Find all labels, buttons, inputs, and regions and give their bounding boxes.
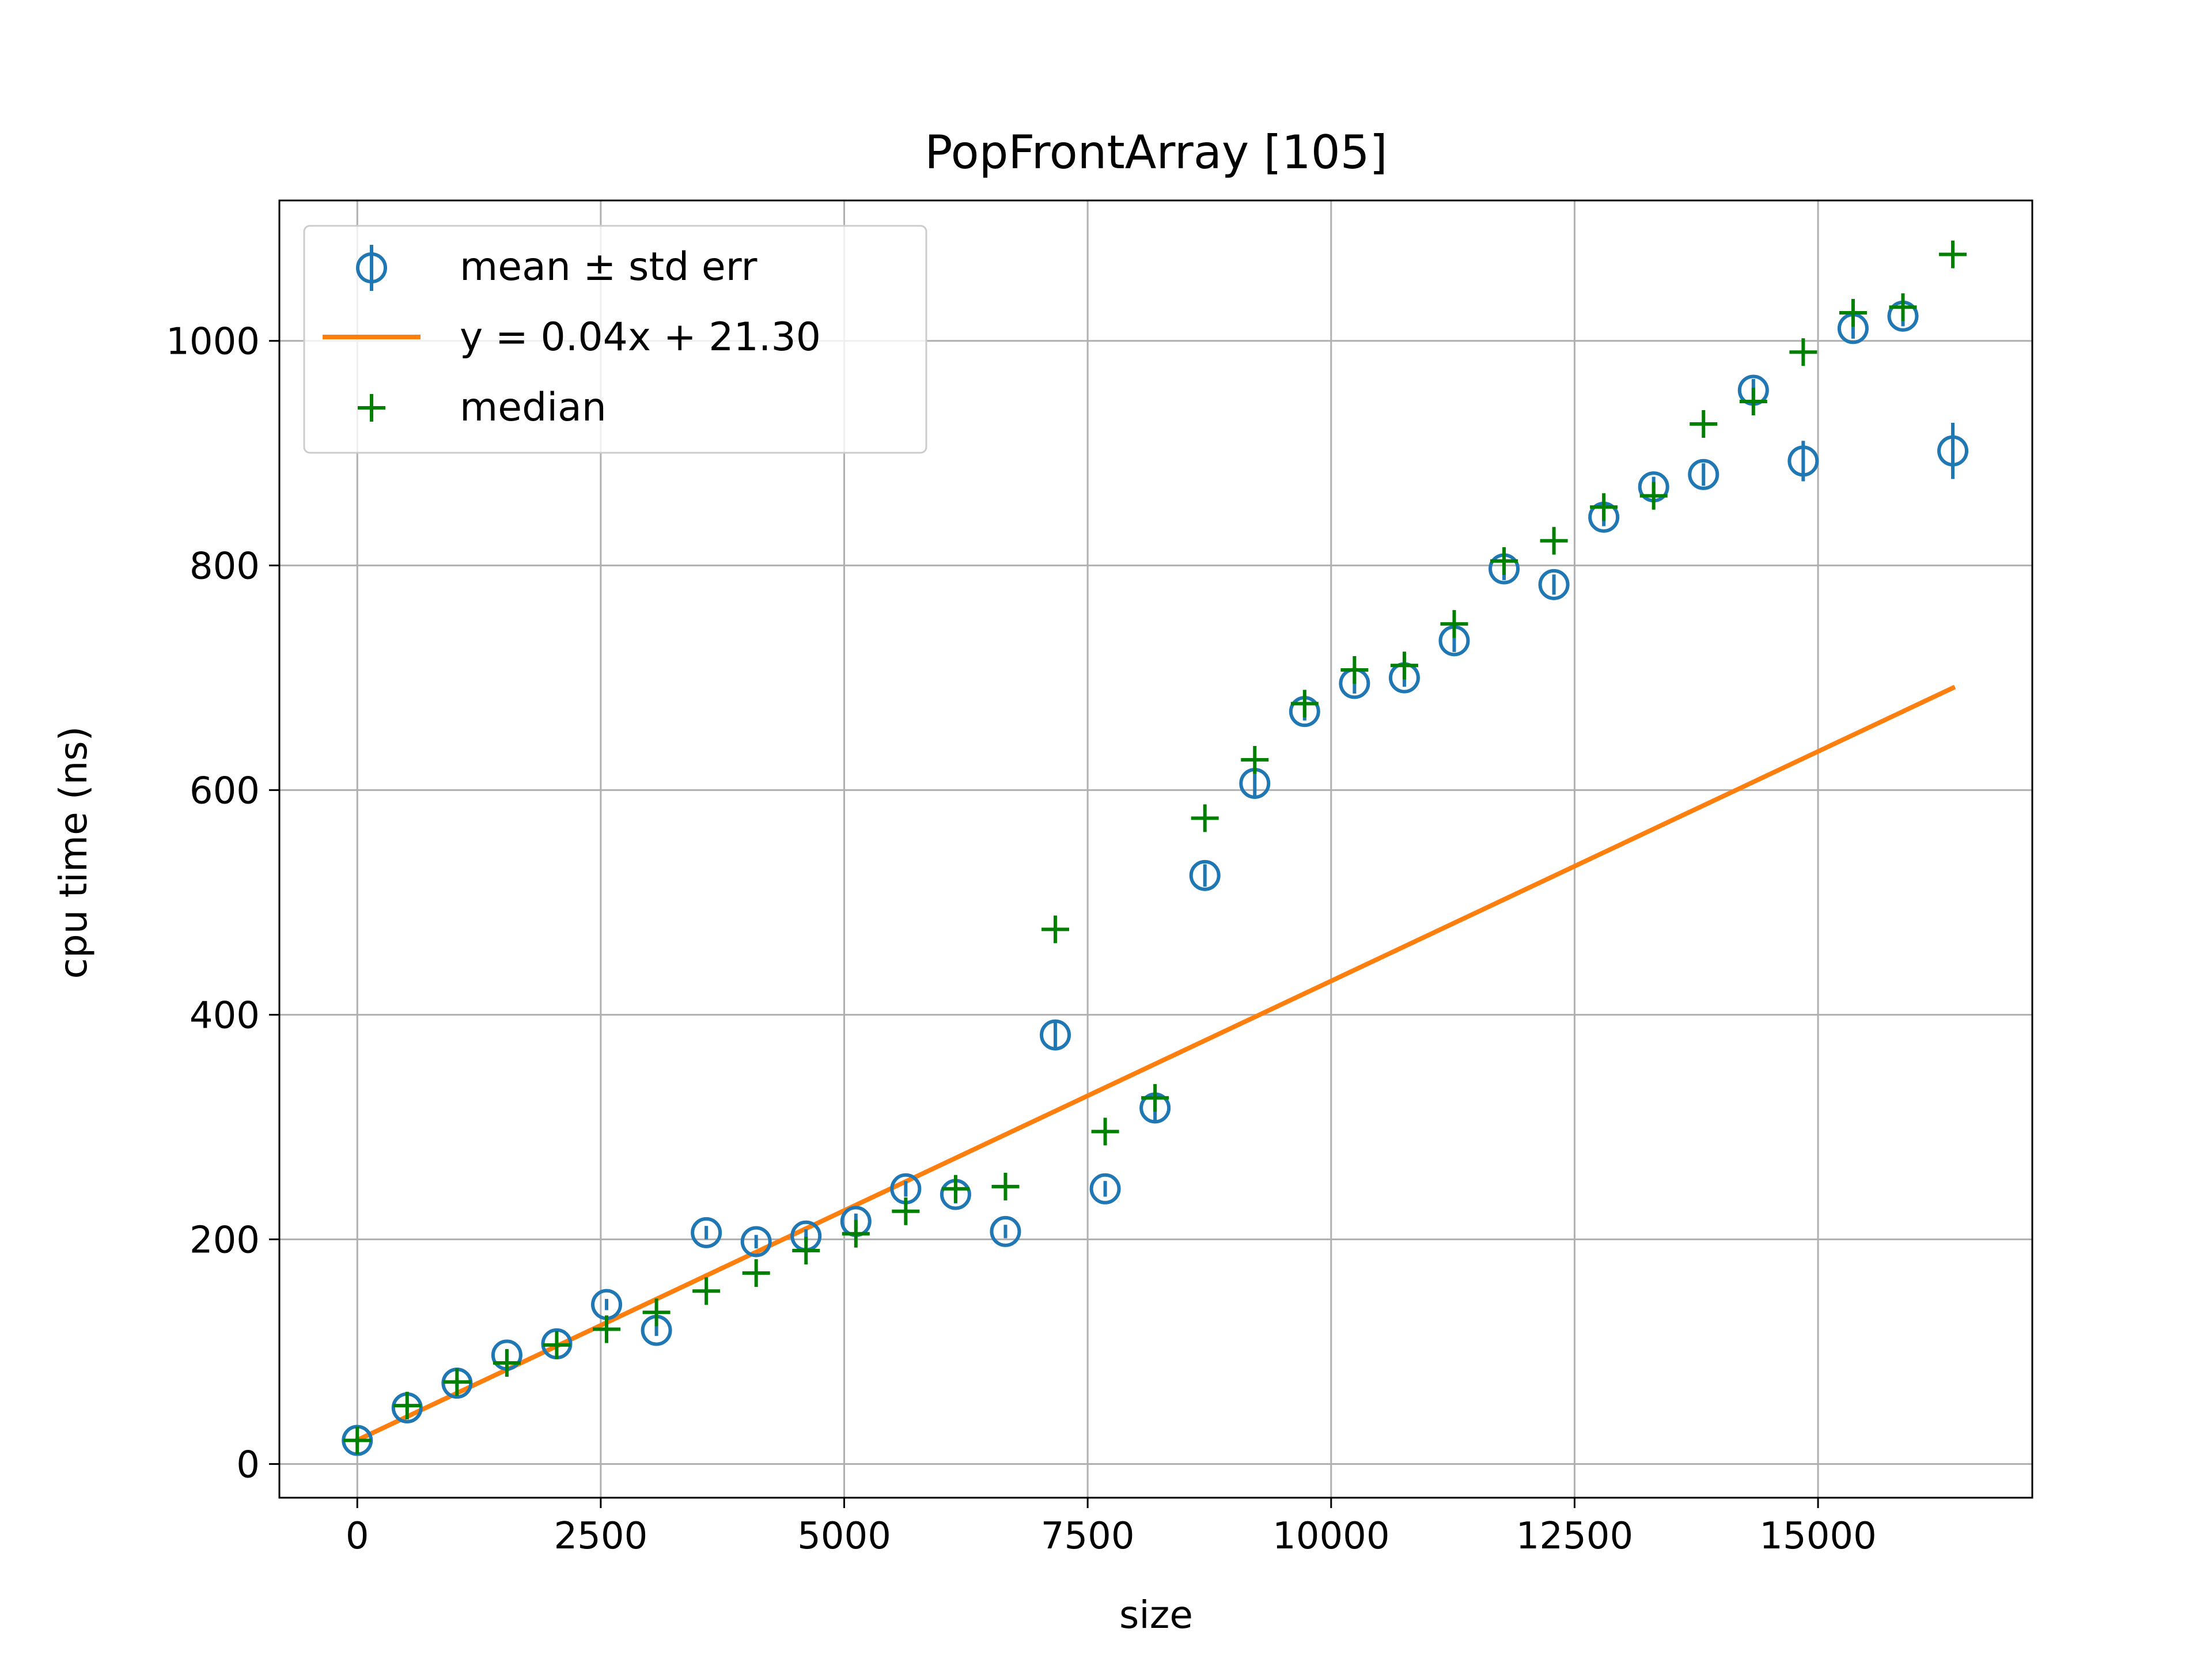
legend-label-mean: mean ± std err [460, 244, 757, 290]
mean-point [1688, 459, 1719, 490]
mean-point [990, 1215, 1021, 1247]
x-tick-label: 5000 [797, 1515, 891, 1558]
mean-point [691, 1217, 722, 1248]
median-marker [1241, 745, 1269, 774]
mean-marker [740, 1226, 772, 1257]
mean-marker [1688, 459, 1719, 490]
median-marker [842, 1219, 870, 1248]
fit-line-layer [354, 684, 1956, 1444]
median-marker [1590, 493, 1618, 521]
median-marker [1639, 482, 1668, 510]
mean-point [1040, 1019, 1071, 1051]
median-marker [1789, 338, 1817, 366]
median-marker [1440, 610, 1468, 638]
mean-point [1937, 423, 1969, 479]
median-marker [742, 1259, 770, 1287]
median-marker [1690, 410, 1718, 438]
mean-marker [1787, 445, 1819, 477]
median-marker [792, 1237, 820, 1265]
mean-marker [1538, 569, 1570, 600]
x-tick-label: 15000 [1759, 1515, 1877, 1558]
median-marker [1141, 1084, 1169, 1112]
mean-point [1089, 1173, 1121, 1205]
median-marker [1340, 656, 1369, 684]
median-marker [593, 1315, 621, 1343]
mean-point [1189, 859, 1221, 891]
x-tick-label: 2500 [554, 1515, 647, 1558]
fit-line [354, 684, 1956, 1444]
legend-symbols [323, 245, 421, 422]
legend: mean ± std err y = 0.04x + 21.30 median [303, 225, 927, 454]
median-marker [1041, 915, 1070, 944]
mean-marker [1089, 1173, 1121, 1205]
x-axis-label: size [1119, 1593, 1193, 1637]
median-marker [892, 1197, 920, 1225]
y-tick-label: 600 [190, 770, 260, 813]
plot-area-frame [278, 199, 2033, 1499]
mean-marker [1040, 1019, 1071, 1051]
median-marker [991, 1172, 1020, 1200]
median-marker [1739, 388, 1767, 416]
median-marker [443, 1368, 471, 1396]
median-marker [543, 1331, 571, 1359]
median-marker [343, 1426, 372, 1455]
y-tick-label: 200 [190, 1219, 260, 1262]
median-marker [1889, 293, 1917, 321]
median-marker [941, 1175, 969, 1203]
x-tick-label: 10000 [1272, 1515, 1390, 1558]
mean-point [1787, 441, 1819, 482]
median-marker [1290, 690, 1319, 718]
mean-point [740, 1226, 772, 1257]
x-tick-label: 7500 [1041, 1515, 1135, 1558]
median-marker [1490, 547, 1518, 575]
median-marker [642, 1298, 671, 1327]
median-marker [1091, 1118, 1119, 1146]
axis-ticks: 0 2500 5000 7500 10000 12500 15000 0 200 400 600 80… [166, 321, 1877, 1558]
median-marker [1191, 804, 1219, 832]
mean-marker [691, 1217, 722, 1248]
y-axis-label: cpu time (ns) [51, 726, 96, 979]
mean-marker [990, 1215, 1021, 1247]
mean-marker [1189, 859, 1221, 891]
chart-title: PopFrontArray [105] [925, 126, 1387, 179]
median-marker [1390, 652, 1418, 680]
median-marker [692, 1277, 721, 1305]
legend-box [303, 225, 927, 454]
median-marker [493, 1349, 521, 1377]
y-tick-label: 800 [190, 546, 260, 588]
median-marker [393, 1392, 421, 1420]
y-tick-label: 0 [236, 1444, 260, 1487]
x-tick-label: 12500 [1516, 1515, 1634, 1558]
x-tick-label: 0 [346, 1515, 369, 1558]
legend-circle-symbol [356, 252, 387, 283]
mean-point [1538, 569, 1570, 600]
median-marker [1839, 298, 1867, 327]
median-marker [1540, 527, 1568, 555]
median-layer [343, 240, 1967, 1455]
y-tick-label: 400 [190, 995, 260, 1037]
mean-marker [1937, 435, 1969, 467]
legend-label-median: median [460, 385, 607, 430]
median-marker [1939, 240, 1967, 268]
legend-label-fit: y = 0.04x + 21.30 [460, 315, 821, 360]
y-tick-label: 1000 [166, 321, 260, 363]
